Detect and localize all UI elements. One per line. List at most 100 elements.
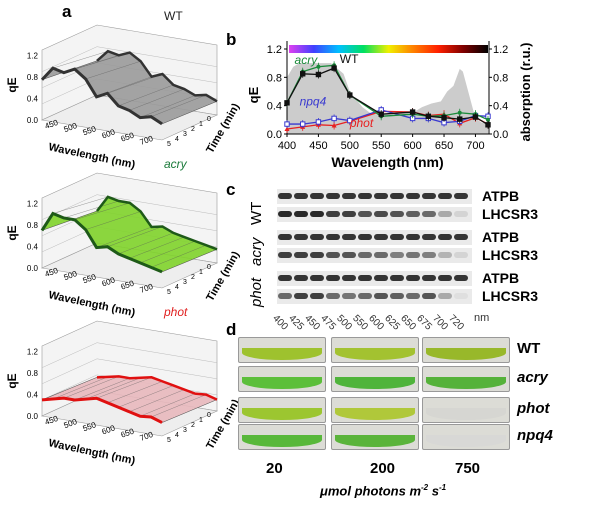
mesh-line: [161, 399, 218, 423]
time-tick-label: 0: [207, 116, 211, 123]
wavelength-tick-label: 450: [44, 118, 60, 131]
culture-strain-label: npq4: [517, 427, 553, 444]
mesh-line: [129, 389, 185, 412]
wavelength-tick-label: 600: [101, 127, 117, 140]
y2-tick-label: 0.4: [493, 101, 508, 113]
y-tick-label: 0.4: [267, 101, 282, 113]
x-tick-label: 400: [278, 140, 296, 152]
panel-b-chart: 0.0 0.4 0.8 1.2 0.0 0.4 0.8 1.2 400 450 500 550 600 6…: [246, 41, 533, 170]
time-tick-label: 4: [175, 432, 179, 439]
y-tick-label: 0.8: [267, 72, 282, 84]
panel-d-cultures: WT acry phot npq4 20 200 750 μmol photons m-2 s…: [230, 330, 600, 517]
wavelength-tick-label: 550: [82, 420, 98, 433]
blot-band: [422, 193, 436, 199]
mesh-line: [118, 232, 174, 255]
mesh-line: [85, 61, 141, 80]
wavelength-axis-label: Wavelength (nm): [47, 141, 136, 171]
z-tick-label: 0.8: [27, 369, 39, 378]
blot-band-label: LHCSR3: [482, 206, 539, 222]
3d-floor: [40, 94, 219, 141]
data-point: [284, 126, 290, 132]
blot-band: [326, 211, 340, 217]
blot-band: [278, 275, 292, 281]
blot-band: [278, 234, 292, 240]
blot-band: [358, 293, 372, 299]
blot-band: [374, 275, 388, 281]
blot-strip-ATPB: [277, 230, 472, 245]
blot-band: [310, 234, 324, 240]
blot-band: [406, 234, 420, 240]
x-axis-label: Wavelength (nm): [331, 154, 443, 170]
data-point: [284, 100, 290, 106]
culture-liquid: [242, 435, 322, 448]
x-tick-label: 500: [341, 140, 359, 152]
culture-liquid: [335, 348, 415, 361]
culture-photo: [238, 337, 326, 363]
blot-band: [454, 234, 468, 240]
mesh-line: [74, 378, 130, 401]
panel-label-c: c: [226, 180, 236, 199]
mesh-line: [41, 377, 98, 401]
wavelength-tick-label: 700: [139, 430, 155, 443]
culture-strain-label: acry: [517, 369, 548, 386]
z-tick-label: 1.2: [27, 348, 39, 357]
lane-unit-label: nm: [474, 312, 490, 324]
z-tick-label: 1.2: [27, 52, 39, 61]
blot-band: [294, 252, 308, 258]
data-point: [300, 71, 306, 77]
front-edge-curve: [40, 211, 163, 274]
blot-band: [278, 211, 292, 217]
data-point: [316, 64, 321, 69]
blot-band-label: LHCSR3: [482, 288, 539, 304]
panel-label-d: d: [226, 320, 237, 339]
blot-band: [294, 234, 308, 240]
y2-tick-label: 0.8: [493, 72, 508, 84]
culture-photo: [331, 397, 419, 423]
time-tick-label: 3: [183, 279, 187, 286]
culture-photo: [238, 366, 326, 392]
blot-band: [326, 293, 340, 299]
back-edge-curve: [96, 49, 218, 103]
blot-strip-LHCSR3: [277, 289, 472, 304]
blot-band: [342, 252, 356, 258]
blot-band: [358, 275, 372, 281]
time-tick-label: 2: [191, 274, 195, 281]
wavelength-tick-label: 450: [44, 414, 60, 427]
blot-band-label: ATPB: [482, 188, 520, 204]
time-tick-label: 4: [175, 136, 179, 143]
blot-band: [342, 211, 356, 217]
blot-band: [294, 293, 308, 299]
blot-band: [342, 275, 356, 281]
data-point: [425, 113, 432, 119]
data-point: [315, 71, 322, 78]
mesh-line: [151, 94, 207, 117]
blot-band: [406, 193, 420, 199]
light-intensity-label: 200: [370, 460, 396, 477]
blot-band-label: ATPB: [482, 229, 520, 245]
blot-band: [294, 211, 308, 217]
mesh-line: [118, 84, 174, 107]
wavelength-tick-label: 500: [63, 269, 79, 282]
y2-axis-label: absorption (r.u.): [518, 43, 533, 142]
blot-band: [358, 234, 372, 240]
mesh-line: [140, 95, 196, 118]
wavelength-axis-label: Wavelength (nm): [47, 289, 136, 319]
blot-strip-ATPB: [277, 271, 472, 286]
culture-photo: [422, 337, 510, 363]
culture-liquid: [335, 408, 415, 421]
blot-band: [278, 252, 292, 258]
unit-part: -1: [438, 483, 447, 492]
mesh-line: [52, 51, 108, 69]
front-edge-curve: [41, 396, 163, 424]
z-tick-label: 0.4: [27, 95, 39, 104]
blot-band: [294, 275, 308, 281]
unit-part: -2: [421, 483, 429, 492]
blot-band: [422, 293, 436, 299]
culture-photo: [238, 424, 326, 450]
z-tick-label: 1.2: [27, 200, 39, 209]
culture-photo: [422, 366, 510, 392]
blot-band: [438, 193, 452, 199]
